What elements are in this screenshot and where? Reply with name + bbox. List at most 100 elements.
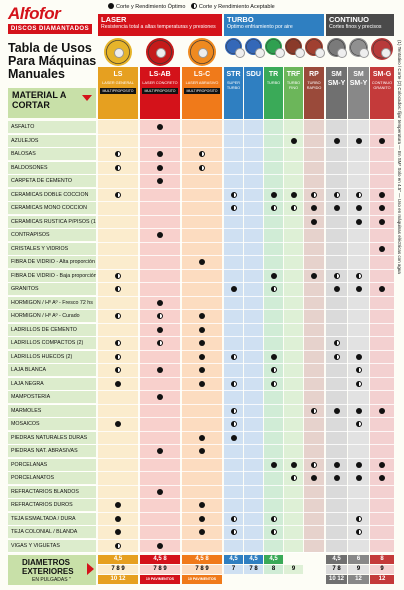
disc-blade-icon [146,38,174,66]
row-divider [8,282,394,283]
acceptable-mark [115,151,121,157]
material-row-label: HORMIGON / Hº Aº - Fresco 72 hs [8,296,96,309]
acceptable-mark [270,380,277,387]
group-header-continuo: CONTINUO Cortes finos y precisos [326,14,394,36]
diameter-cell [304,565,324,574]
material-header-line-1: MATERIAL A [12,90,67,100]
legend-full: Corte y Rendimiento Óptimo [116,4,186,10]
material-row-label: TEJA ESMALTADA / DURA [8,512,96,525]
row-divider [8,552,394,553]
acceptable-mark [199,164,205,171]
column-code-box: SM-G CONTINUO GRANITO [370,67,394,119]
material-row-label: FIBRA DE VIDRIO - Baja proporción [8,269,96,282]
optimal-mark [333,286,340,292]
diameter-cell [284,555,303,564]
column-code-box: SDU [244,67,263,119]
diameter-cell: 7 8 9 [182,565,222,574]
material-row-label: ASFALTO [8,121,96,133]
row-divider [8,214,394,216]
optimal-mark [199,313,205,319]
disc-blade-icon [371,38,393,60]
optimal-mark [379,218,385,225]
optimal-mark [311,475,317,481]
material-row-label: VIGAS Y VIGUETAS [8,539,96,552]
column-desc: TURBO FINO [286,81,301,90]
optimal-mark [230,286,237,292]
group-desc: Cortes finos y precisos [329,24,382,30]
acceptable-mark [333,340,340,346]
diameter-cell: 4,5 [98,555,138,564]
optimal-mark [355,461,362,468]
optimal-mark [157,299,163,306]
brand-tagline: DISCOS DIAMANTADOS [8,24,92,34]
optimal-mark [199,353,205,360]
group-name: CONTINUO [329,15,369,24]
acceptable-mark [230,515,237,522]
row-divider [8,430,394,432]
material-row-label: FIBRA DE VIDRIO - Alta proporción [8,256,96,268]
diameter-cell: 9 [348,565,369,574]
row-divider [8,390,394,391]
optimal-mark [115,421,121,427]
optimal-mark [270,272,277,279]
optimal-mark [333,475,340,481]
acceptable-mark [157,313,163,319]
optimal-mark [379,205,385,211]
optimal-mark [379,461,385,468]
diameter-cell: 8 [370,555,394,564]
material-row-label: CRISTALES Y VIDRIOS [8,242,96,255]
diameter-cell: 7 [224,565,243,574]
optimal-mark [230,434,237,441]
acceptable-mark [115,340,121,346]
material-row-label: REFRACTARIOS DUROS [8,499,96,511]
material-row-label: CERAMICAS RUSTICA P/PISOS (1) [8,215,96,228]
material-header: MATERIAL A CORTAR [8,88,96,118]
column-desc: LASER ABRASIVO [185,81,219,85]
optimal-mark [157,151,163,157]
optimal-mark [199,380,205,387]
optimal-mark [199,367,205,373]
acceptable-mark [311,461,317,468]
optimal-mark [311,272,317,279]
column-code: STR [226,71,241,78]
diameter-cell: 4,5 [224,555,243,564]
diameter-cell [224,575,243,584]
optimal-mark [199,326,205,333]
material-row-label: CONTRAPISOS [8,229,96,241]
material-row-label: BALDOSONES [8,161,96,174]
acceptable-mark [355,380,362,387]
disc-blade-icon [265,38,285,58]
material-row-label: MAMPOSTERIA [8,391,96,403]
acceptable-mark [230,353,237,360]
diameters-label: DIAMETROS EXTERIORES EN PULGADAS " [8,555,96,585]
diameter-cell: 10 12 [326,575,347,584]
optimal-mark [115,529,121,535]
diameter-cell: 10 PAVIMENTOS [182,575,222,584]
optimal-mark [157,178,163,184]
optimal-mark [199,502,205,508]
row-divider [8,255,394,256]
material-row-label: PIEDRAS NAT. ABRASIVAS [8,445,96,457]
diameter-cell: 7 8 [326,565,347,574]
optimal-mark [270,353,277,360]
diameter-cell: 4,5 [326,555,347,564]
column-code-box: RP TURBO RAPIDO [304,67,324,119]
acceptable-mark [333,353,340,360]
optimal-mark [355,286,362,292]
column-tag: MULTIPROPOSITO [142,87,178,94]
diameter-cell: 7 8 9 [140,565,180,574]
column-desc: TURBO RAPIDO [306,81,322,90]
material-row-label: BALOSAS [8,148,96,160]
acceptable-mark [230,421,237,427]
acceptable-mark [115,191,121,198]
optimal-mark [333,407,340,414]
disc-blade-icon [285,38,305,58]
material-row-label: CERAMICAS MONO COCCION [8,202,96,214]
acceptable-mark [230,380,237,387]
diameter-cell: 9 [284,565,303,574]
optimal-mark [355,218,362,225]
disc-blade-icon [349,38,369,58]
optimal-mark [333,461,340,468]
diameters-unit: EN PULGADAS " [32,577,71,583]
column-desc: TURBO [266,81,281,85]
